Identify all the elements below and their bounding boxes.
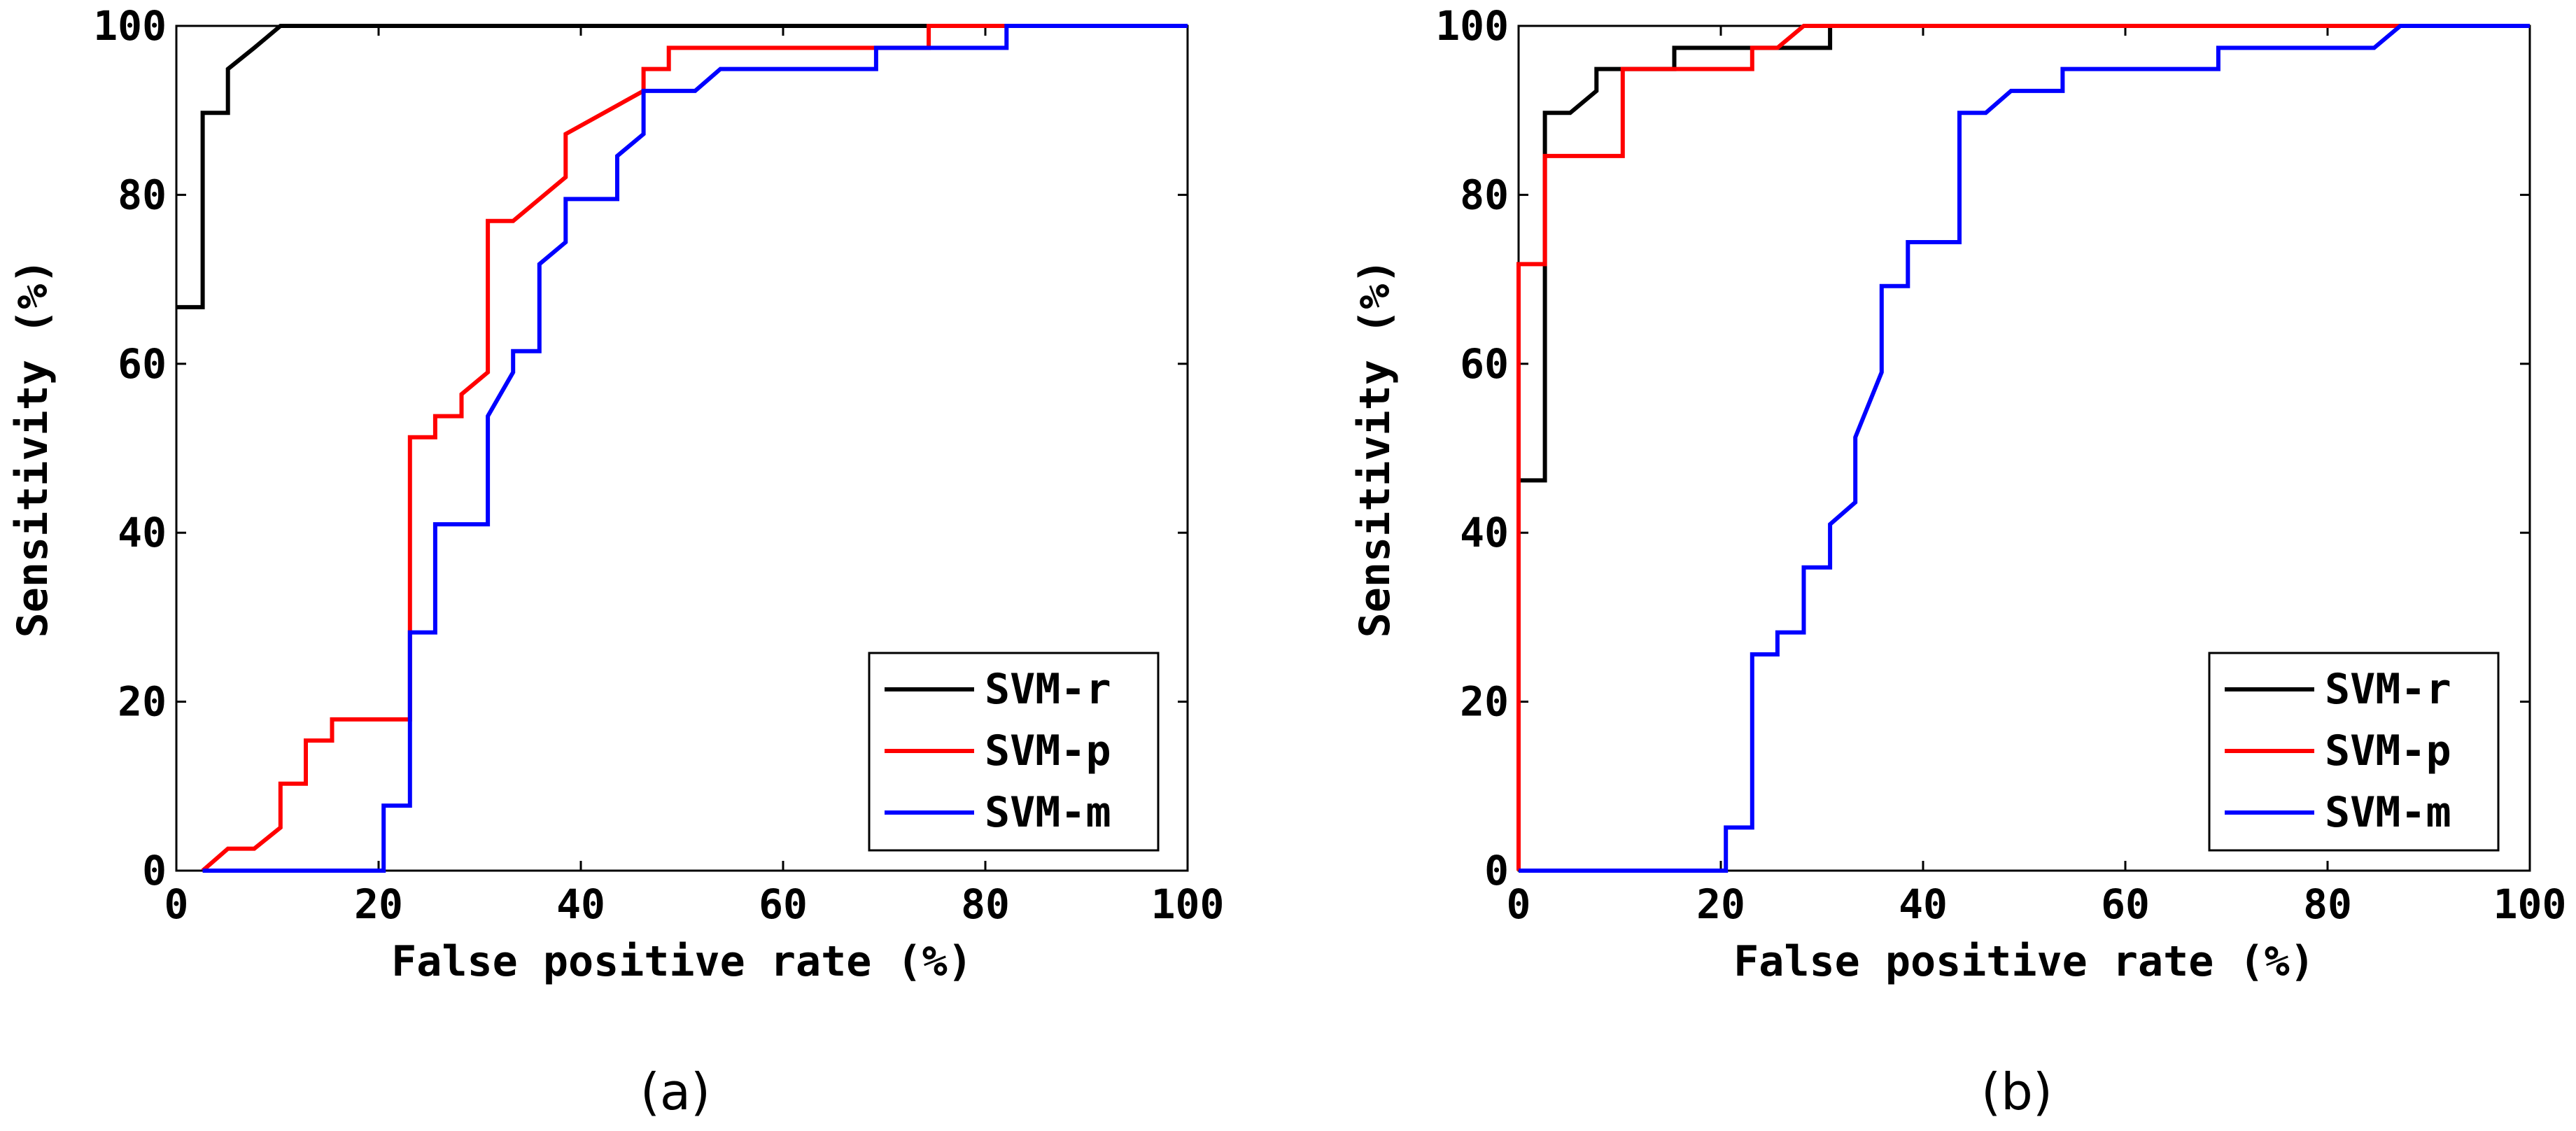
panel-caption: (b) <box>1981 1062 2053 1121</box>
y-tick-label: 80 <box>118 171 167 218</box>
y-axis-label: Sensitivity (%) <box>1351 259 1400 638</box>
x-axis-label: False positive rate (%) <box>391 937 973 986</box>
legend-label-svm-m: SVM-m <box>985 788 1111 837</box>
y-tick-label: 80 <box>1460 171 1509 218</box>
x-tick-label: 100 <box>1151 880 1225 928</box>
x-tick-label: 40 <box>556 880 605 928</box>
roc-chart-a: 0 20 40 60 80 100 0 20 40 60 80 100 False positive r… <box>8 2 1225 1121</box>
legend-box <box>868 652 1160 852</box>
y-tick-label: 0 <box>142 847 167 894</box>
x-tick-label: 20 <box>354 880 403 928</box>
y-tick-label: 60 <box>1460 340 1509 388</box>
series-line-svm-m <box>202 24 1188 873</box>
x-tick-label: 0 <box>164 880 189 928</box>
series-line-svm-p <box>1516 24 2530 871</box>
roc-chart-b: 0 20 40 60 80 100 0 20 40 60 80 100 False positive r… <box>1351 2 2567 1121</box>
panel-caption: (a) <box>640 1062 710 1121</box>
y-tick-label: 100 <box>93 2 167 50</box>
y-tick-label: 20 <box>118 678 167 726</box>
y-tick-label: 100 <box>1435 2 1509 50</box>
y-tick-label: 40 <box>1460 509 1509 556</box>
series-line-svm-m <box>1519 24 2530 873</box>
roc-panel-b: 0 20 40 60 80 100 0 20 40 60 80 100 False positive r… <box>1288 0 2576 1131</box>
legend: SVM-r SVM-p SVM-m <box>868 652 1160 852</box>
x-tick-label: 0 <box>1507 880 1531 928</box>
x-tick-label: 80 <box>961 880 1010 928</box>
legend-label-svm-r: SVM-r <box>2325 665 2451 714</box>
x-tick-label: 60 <box>2101 880 2150 928</box>
legend-label-svm-p: SVM-p <box>985 726 1111 775</box>
legend-label-svm-m: SVM-m <box>2325 788 2451 837</box>
x-tick-label: 40 <box>1899 880 1948 928</box>
roc-panel-a: 0 20 40 60 80 100 0 20 40 60 80 100 False positive r… <box>8 2 1225 1121</box>
y-axis-label: Sensitivity (%) <box>8 259 57 638</box>
legend: SVM-r SVM-p SVM-m <box>2208 652 2500 852</box>
x-tick-label: 60 <box>759 880 808 928</box>
x-tick-label: 80 <box>2303 880 2352 928</box>
x-axis-label: False positive rate (%) <box>1733 937 2315 986</box>
legend-label-svm-p: SVM-p <box>2325 726 2451 775</box>
series-line-svm-p <box>201 24 1188 873</box>
x-tick-label: 20 <box>1696 880 1745 928</box>
y-tick-label: 0 <box>1484 847 1509 894</box>
y-tick-label: 40 <box>118 509 167 556</box>
y-tick-label: 20 <box>1460 678 1509 726</box>
series-line-svm-r <box>1516 24 2530 871</box>
y-tick-label: 60 <box>118 340 167 388</box>
series-line-svm-r <box>176 24 1188 309</box>
legend-label-svm-r: SVM-r <box>985 665 1111 714</box>
x-tick-label: 100 <box>2493 880 2567 928</box>
